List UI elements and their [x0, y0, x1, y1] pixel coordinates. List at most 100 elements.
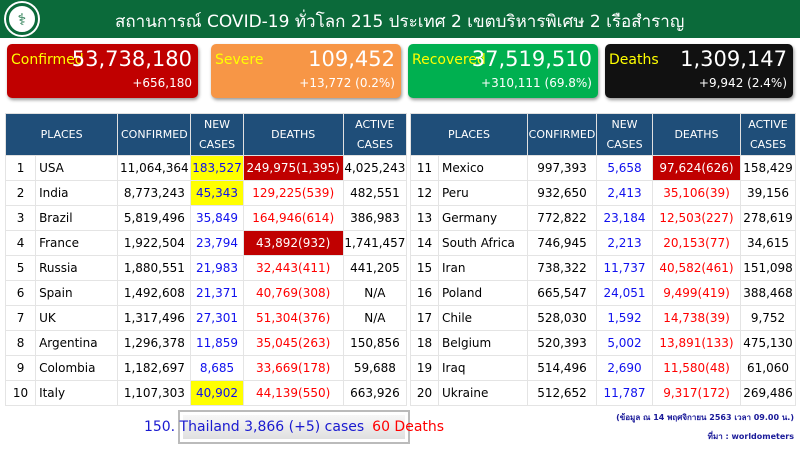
deaths: 43,892(932): [242, 230, 344, 256]
active-cases: 9,752: [740, 305, 796, 331]
severe-label: Severe: [215, 52, 264, 68]
severe-change: +13,772 (0.2%): [299, 76, 395, 90]
new-cases: 40,902: [190, 380, 244, 406]
thailand-summary: 150. Thailand 3,866 (+5) cases 60 Deaths: [144, 410, 444, 444]
rank: 2: [4, 180, 37, 206]
active-cases: 475,130: [740, 330, 796, 356]
confirmed: 772,822: [527, 205, 597, 231]
new-cases: 5,658: [596, 155, 653, 181]
table-row: 3 Brazil 5,819,496 35,849 164,946(614) 3…: [4, 205, 408, 231]
confirmed: 528,030: [527, 305, 597, 331]
table-row: 20 Ukraine 512,652 11,787 9,317(172) 269…: [410, 380, 796, 406]
place: USA: [35, 155, 119, 181]
confirmed: 1,492,608: [117, 280, 192, 306]
active-cases: 4,025,243: [342, 155, 408, 181]
severe-card: Severe 109,452 +13,772 (0.2%): [211, 44, 401, 98]
rank: 6: [4, 280, 37, 306]
deaths: 249,975(1,395): [242, 155, 344, 181]
recovered-value: 37,519,510: [471, 47, 592, 71]
place: Poland: [438, 280, 528, 306]
new-cases: 183,527: [190, 155, 244, 181]
date-note: (ข้อมูล ณ 14 พฤศจิกายน 2563 เวลา 09.00 น…: [616, 413, 794, 422]
new-cases: 23,794: [190, 230, 244, 256]
recovered-label: Recovered: [412, 52, 486, 68]
deaths-change: +9,942 (2.4%): [698, 76, 787, 90]
rank: 11: [410, 155, 439, 181]
active-cases: 39,156: [740, 180, 796, 206]
table-row: 10 Italy 1,107,303 40,902 44,139(550) 66…: [4, 380, 408, 406]
col-confirmed: CONFIRMED: [117, 113, 192, 156]
deaths-label: Deaths: [609, 52, 659, 68]
confirmed: 997,393: [527, 155, 597, 181]
rank: 14: [410, 230, 439, 256]
place: Iran: [438, 255, 528, 281]
deaths-value: 1,309,147: [680, 47, 787, 71]
confirmed: 11,064,364: [117, 155, 192, 181]
place: Argentina: [35, 330, 119, 356]
table-row: 2 India 8,773,243 45,343 129,225(539) 48…: [4, 180, 408, 206]
deaths-card: Deaths 1,309,147 +9,942 (2.4%): [605, 44, 793, 98]
severe-value: 109,452: [308, 47, 395, 71]
table-row: 15 Iran 738,322 11,737 40,582(461) 151,0…: [410, 255, 796, 281]
source-note: ที่มา : worldometers: [707, 432, 794, 441]
new-cases: 23,184: [596, 205, 653, 231]
deaths: 35,106(39): [652, 180, 741, 206]
thailand-deaths: 60 Deaths: [372, 419, 445, 435]
rank: 18: [410, 330, 439, 356]
table-row: 8 Argentina 1,296,378 11,859 35,045(263)…: [4, 330, 408, 356]
place: Mexico: [438, 155, 528, 181]
active-cases: 269,486: [740, 380, 796, 406]
place: India: [35, 180, 119, 206]
new-cases: 1,592: [596, 305, 653, 331]
new-cases: 2,413: [596, 180, 653, 206]
rank: 10: [4, 380, 37, 406]
rank: 9: [4, 355, 37, 381]
new-cases: 11,859: [190, 330, 244, 356]
new-cases: 21,371: [190, 280, 244, 306]
new-cases: 35,849: [190, 205, 244, 231]
table-row: 1 USA 11,064,364 183,527 249,975(1,395) …: [4, 155, 408, 181]
confirmed: 520,393: [527, 330, 597, 356]
place: Italy: [35, 380, 119, 406]
deaths: 33,669(178): [242, 355, 344, 381]
active-cases: N/A: [342, 305, 408, 331]
place: UK: [35, 305, 119, 331]
place: France: [35, 230, 119, 256]
confirmed: 514,496: [527, 355, 597, 381]
active-cases: 1,741,457: [342, 230, 408, 256]
active-cases: 151,098: [740, 255, 796, 281]
place: Iraq: [438, 355, 528, 381]
active-cases: 386,983: [342, 205, 408, 231]
table-row: 12 Peru 932,650 2,413 35,106(39) 39,156: [410, 180, 796, 206]
active-cases: 150,856: [342, 330, 408, 356]
recovered-change: +310,111 (69.8%): [481, 76, 592, 90]
confirmed: 1,182,697: [117, 355, 192, 381]
confirmed: 746,945: [527, 230, 597, 256]
page-title: สถานการณ์ COVID-19 ทั่วโลก 215 ประเทศ 2 …: [115, 12, 685, 32]
ministry-logo-icon: ⚕: [6, 3, 38, 35]
col-active-cases: ACTIVE CASES: [342, 113, 408, 156]
confirmed-card: Confirmed 53,738,180 +656,180: [7, 44, 198, 98]
place: Peru: [438, 180, 528, 206]
header-bar: ⚕ สถานการณ์ COVID-19 ทั่วโลก 215 ประเทศ …: [0, 0, 800, 38]
confirmed: 932,650: [527, 180, 597, 206]
deaths: 97,624(626): [652, 155, 741, 181]
table-row: 4 France 1,922,504 23,794 43,892(932) 1,…: [4, 230, 408, 256]
deaths: 32,443(411): [242, 255, 344, 281]
table-row: 14 South Africa 746,945 2,213 20,153(77)…: [410, 230, 796, 256]
active-cases: N/A: [342, 280, 408, 306]
col-deaths: DEATHS: [242, 113, 344, 156]
rank: 4: [4, 230, 37, 256]
active-cases: 34,615: [740, 230, 796, 256]
deaths: 13,891(133): [652, 330, 741, 356]
confirmed-value: 53,738,180: [71, 47, 192, 71]
rank: 17: [410, 305, 439, 331]
rank: 15: [410, 255, 439, 281]
place: Germany: [438, 205, 528, 231]
new-cases: 27,301: [190, 305, 244, 331]
deaths: 9,499(419): [652, 280, 741, 306]
confirmed-label: Confirmed: [11, 52, 84, 68]
new-cases: 2,213: [596, 230, 653, 256]
col-confirmed: CONFIRMED: [527, 113, 597, 156]
rank: 13: [410, 205, 439, 231]
